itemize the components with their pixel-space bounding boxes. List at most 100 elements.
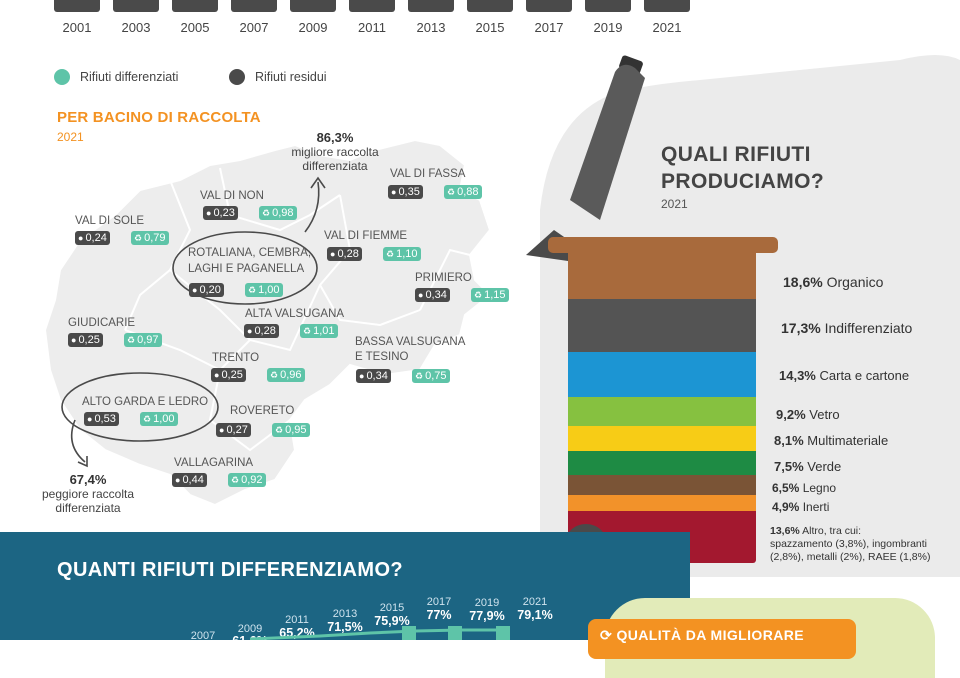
band-label: 8,1% Multimateriale <box>774 433 889 448</box>
year-label: 2011 <box>285 614 309 626</box>
legend-dark-dot <box>229 69 245 85</box>
worst-note: 67,4% peggiore raccolta differenziata <box>28 472 148 515</box>
band-label: 9,2% Vetro <box>776 407 840 422</box>
bag-icon: ● <box>87 414 93 424</box>
year-bar <box>644 0 690 12</box>
year-label: 2005 <box>180 20 210 35</box>
region-name: ROTALIANA, CEMBRA, <box>188 247 312 259</box>
year-label: 2001 <box>62 20 92 35</box>
recycle-icon: ♻ <box>303 326 312 336</box>
region-residual-badge: ● 0,25 <box>211 368 246 382</box>
recycle-icon: ♻ <box>143 414 152 424</box>
quality-label: QUALITÀ DA MIGLIORARE <box>616 627 804 643</box>
band-vetro <box>568 397 756 426</box>
pct-label: 77% <box>426 608 452 622</box>
region-differentiated-badge: ♻ 0,97 <box>124 333 162 347</box>
bin-rim <box>548 237 778 253</box>
region-name: VALLAGARINA <box>174 457 254 469</box>
bin-body <box>568 253 756 563</box>
recycle-icon: ♻ <box>262 208 271 218</box>
region-name: ALTA VALSUGANA <box>245 308 345 320</box>
region-name: E TESINO <box>355 351 409 363</box>
year-label: 2021 <box>652 20 682 35</box>
region-differentiated-badge: ♻ 1,15 <box>471 288 509 302</box>
recycle-icon: ♻ <box>275 425 284 435</box>
recycle-icon: ♻ <box>386 249 395 259</box>
year-label: 2007 <box>239 20 269 35</box>
region-residual-badge: ● 0,24 <box>75 231 110 245</box>
region-differentiated-badge: ♻ 0,98 <box>259 206 297 220</box>
year-bar <box>585 0 631 12</box>
region-residual-badge: ● 0,27 <box>216 423 251 437</box>
region-differentiated-badge: ♻ 0,79 <box>131 231 169 245</box>
year-label-partial: 2007 <box>190 630 216 642</box>
region-name: PRIMIERO <box>415 272 472 284</box>
band-label: 4,9% Inerti <box>772 500 830 514</box>
region-differentiated-badge: ♻ 1,10 <box>383 247 421 261</box>
year-bar <box>526 0 572 12</box>
band-label: 6,5% Legno <box>772 481 837 495</box>
pct-label: 79,1% <box>517 608 553 622</box>
produciamo-title-line1: QUALI RIFIUTI <box>661 143 811 166</box>
band-multimateriale <box>568 426 756 451</box>
band-label: 7,5% Verde <box>774 459 842 474</box>
bag-icon: ● <box>330 249 336 259</box>
region-differentiated-badge: ♻ 1,00 <box>245 283 283 297</box>
worst-pct: 67,4% <box>69 472 107 487</box>
year-bar <box>113 0 159 12</box>
bag-icon: ● <box>359 371 365 381</box>
bag-icon: ● <box>214 370 220 380</box>
region-residual-badge: ● 0,23 <box>203 206 238 220</box>
year-label: 2013 <box>332 608 358 620</box>
year-bar <box>172 0 218 12</box>
pct-label: 75,9% <box>374 614 410 628</box>
bacino-title: PER BACINO DI RACCOLTA <box>57 109 261 126</box>
band-label: 18,6% Organico <box>783 274 884 290</box>
recycle-icon: ♻ <box>447 187 456 197</box>
region-residual-badge: ● 0,25 <box>68 333 103 347</box>
bag-icon: ● <box>175 475 181 485</box>
legend-label-differenziati: Rifiuti differenziati <box>80 70 179 84</box>
year-label: 2017 <box>426 596 452 608</box>
best-note: 86,3% migliore raccolta differenziata <box>280 130 390 173</box>
region-name: VAL DI FIEMME <box>324 230 408 242</box>
band-legno <box>568 475 756 495</box>
region-differentiated-badge: ♻ 1,00 <box>140 412 178 426</box>
recycle-icon: ♻ <box>134 233 143 243</box>
region-residual-badge: ● 0,44 <box>172 473 207 487</box>
region-residual-badge: ● 0,28 <box>327 247 362 261</box>
year-label: 2017 <box>534 20 564 35</box>
recycle-icon: ♻ <box>231 475 240 485</box>
region-name: ALTO GARDA E LEDRO <box>82 396 209 408</box>
bag-icon: ● <box>192 285 198 295</box>
region-name: LAGHI E PAGANELLA <box>188 263 305 275</box>
bag-icon: ● <box>418 290 424 300</box>
year-label: 2019 <box>474 597 500 609</box>
bag-icon: ● <box>219 425 225 435</box>
year-label: 2021 <box>522 596 548 608</box>
year-label-partial: 2009 <box>237 623 263 635</box>
pct-label: 77,9% <box>469 609 505 623</box>
recycle-icon: ♻ <box>127 335 136 345</box>
region-residual-badge: ● 0,28 <box>244 324 279 338</box>
warning-icon: ⟳ <box>600 627 613 643</box>
band-indifferenziato <box>568 299 756 352</box>
trend-line <box>249 626 510 640</box>
band-verde <box>568 451 756 475</box>
region-residual-badge: ● 0,34 <box>356 369 391 383</box>
recycle-icon: ♻ <box>270 370 279 380</box>
band-organico <box>568 253 756 299</box>
band-label: 14,3% Carta e cartone <box>779 368 910 383</box>
region-name: VAL DI NON <box>200 190 264 202</box>
bag-icon: ● <box>206 208 212 218</box>
worst-line1: peggiore raccolta <box>41 487 135 501</box>
worst-line2: differenziata <box>55 501 121 515</box>
produciamo-year: 2021 <box>661 197 688 211</box>
region-residual-badge: ● 0,53 <box>84 412 119 426</box>
region-name: ROVERETO <box>230 405 295 417</box>
year-label: 2003 <box>121 20 151 35</box>
bag-icon: ● <box>78 233 84 243</box>
legend-label-residui: Rifiuti residui <box>255 70 327 84</box>
region-differentiated-badge: ♻ 0,96 <box>267 368 305 382</box>
differenziamo-panel <box>0 532 690 640</box>
